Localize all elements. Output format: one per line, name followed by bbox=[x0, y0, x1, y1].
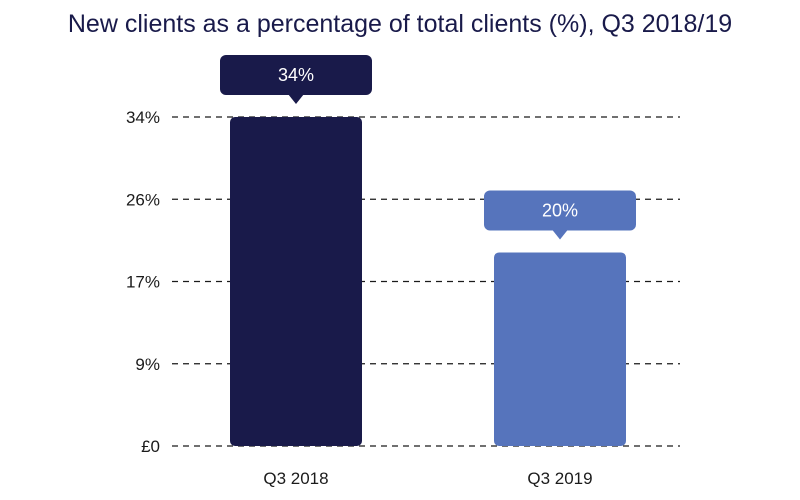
bar bbox=[494, 252, 626, 446]
data-label-callout: 34% bbox=[220, 55, 372, 104]
bars bbox=[230, 117, 626, 446]
chart-title: New clients as a percentage of total cli… bbox=[67, 10, 733, 38]
data-label: 20% bbox=[542, 200, 578, 220]
y-tick-label: 34% bbox=[126, 108, 160, 127]
data-label: 34% bbox=[278, 65, 314, 85]
x-category-label: Q3 2019 bbox=[527, 469, 592, 488]
bar bbox=[230, 117, 362, 446]
callout-box bbox=[484, 190, 636, 231]
callout-pointer bbox=[552, 229, 568, 240]
y-tick-label: 9% bbox=[135, 355, 160, 374]
y-tick-label: £0 bbox=[141, 437, 160, 456]
callout-pointer bbox=[288, 94, 304, 104]
y-axis-ticks: £0 9% 17% 26% 34% bbox=[126, 108, 160, 456]
y-tick-label: 26% bbox=[126, 190, 160, 209]
x-category-label: Q3 2018 bbox=[263, 469, 328, 488]
y-tick-label: 17% bbox=[126, 273, 160, 292]
callout-box bbox=[220, 55, 372, 95]
x-axis-labels: Q3 2018 Q3 2019 bbox=[263, 469, 592, 488]
data-labels: 34% 20% bbox=[220, 55, 636, 240]
data-label-callout: 20% bbox=[484, 190, 636, 240]
